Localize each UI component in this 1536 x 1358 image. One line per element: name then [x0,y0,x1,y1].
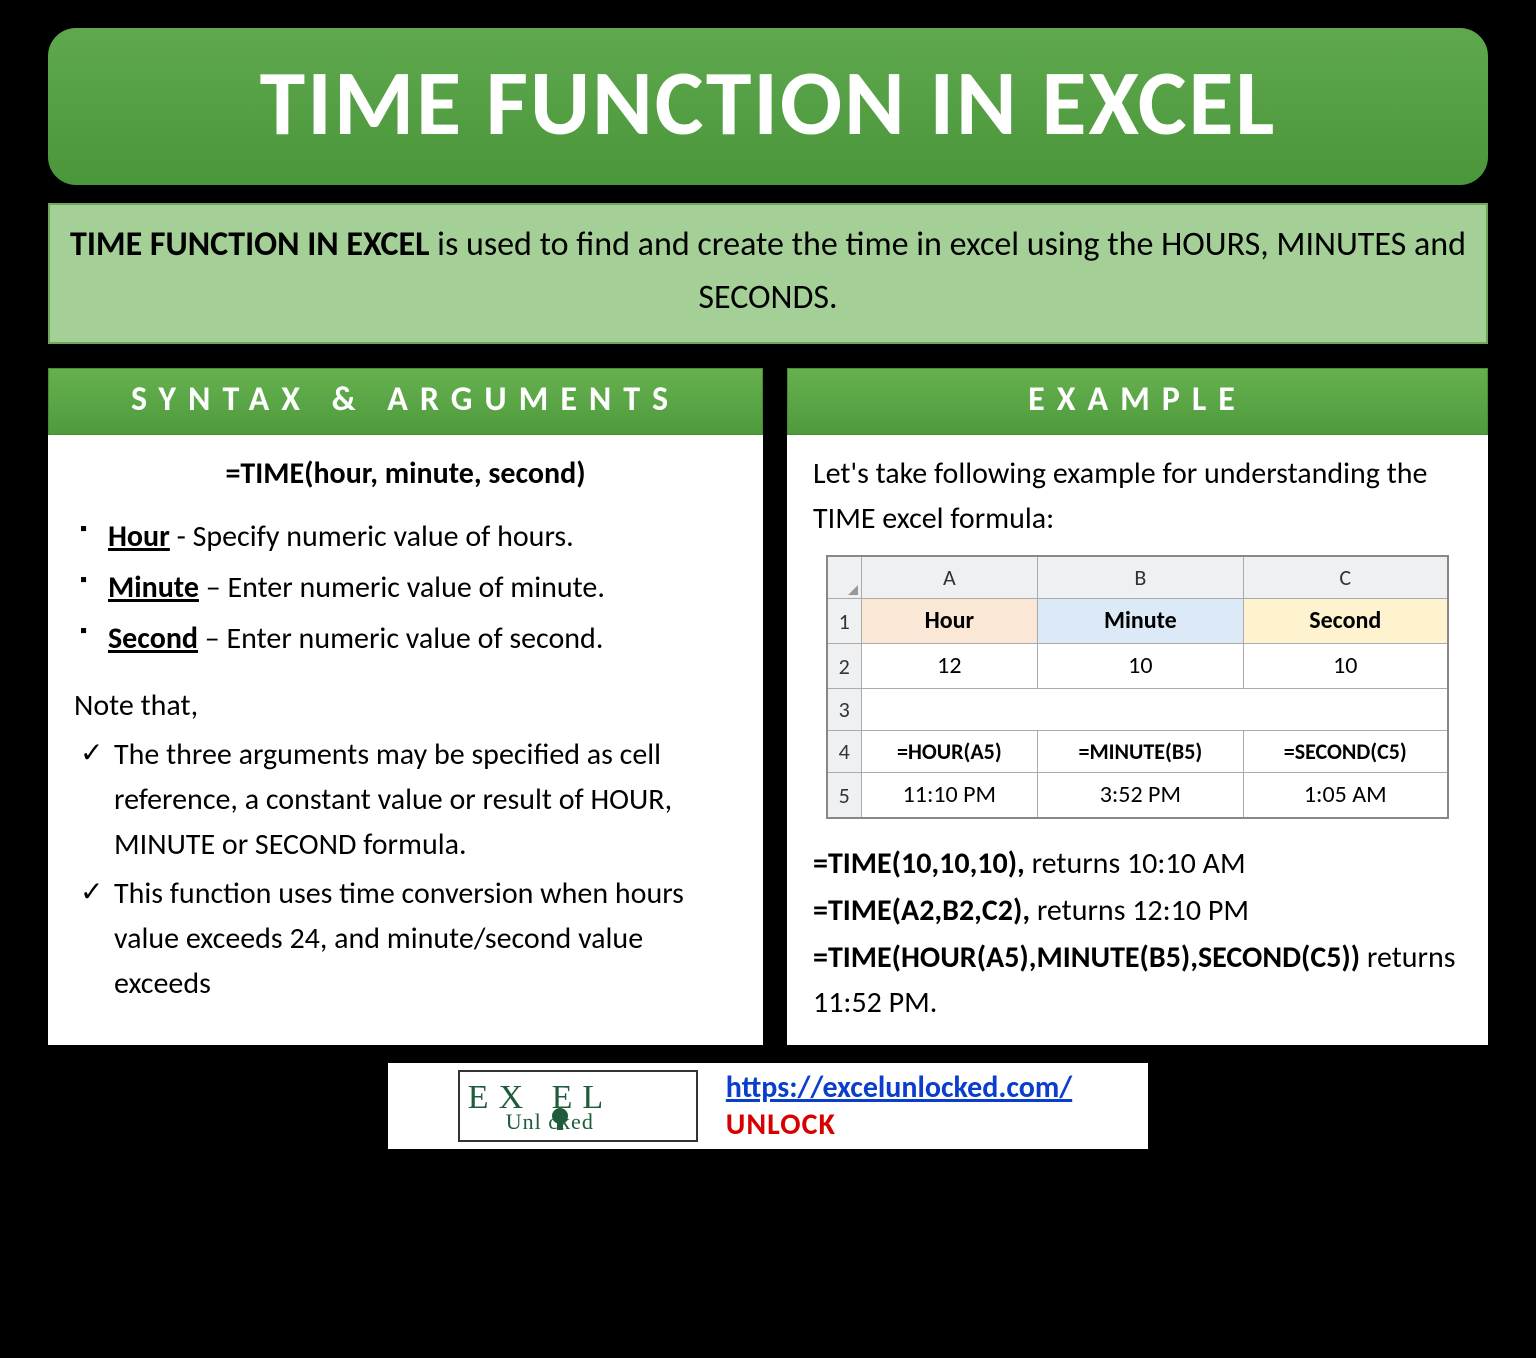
page-title: TIME FUNCTION IN EXCEL [58,46,1478,159]
row-header-3: 3 [827,689,861,731]
row-header-1: 1 [827,599,861,644]
note-1: The three arguments may be specified as … [74,732,737,867]
cell-c2: 10 [1243,644,1448,689]
cell-c1: Second [1243,599,1448,644]
example-body: Let's take following example for underst… [787,435,1488,1045]
cell-b5: 3:52 PM [1038,773,1243,819]
cell-b1: Minute [1038,599,1243,644]
col-header-c: C [1243,556,1448,599]
notes-list: The three arguments may be specified as … [74,732,737,1006]
arg-hour: Hour - Specify numeric value of hours. [74,514,737,559]
unlock-label: UNLOCK [726,1106,836,1143]
col-header-a: A [861,556,1038,599]
arg-second-name: Second [108,620,198,657]
footer-text: https://excelunlocked.com/ UNLOCK [726,1069,1072,1143]
cell-a2: 12 [861,644,1038,689]
row-header-4: 4 [827,731,861,773]
example-table: A B C 1 Hour Minute Second 2 12 10 10 [826,555,1449,819]
cell-a5: 11:10 PM [861,773,1038,819]
cell-a1: Hour [861,599,1038,644]
cell-b4: =MINUTE(B5) [1038,731,1243,773]
result-1-rest: returns 10:10 AM [1025,845,1246,882]
result-3: =TIME(HOUR(A5),MINUTE(B5),SECOND(C5)) re… [813,935,1462,1025]
arg-hour-sep: - [170,518,193,555]
result-3-bold: =TIME(HOUR(A5),MINUTE(B5),SECOND(C5)) [813,939,1360,976]
arg-minute-sep: – [199,569,228,606]
logo: EX EL Unl cked [458,1070,698,1142]
logo-line1: EX EL [468,1081,688,1115]
row-header-5: 5 [827,773,861,819]
result-1: =TIME(10,10,10), returns 10:10 AM [813,841,1462,886]
cell-b2: 10 [1038,644,1243,689]
content-columns: SYNTAX & ARGUMENTS =TIME(hour, minute, s… [48,368,1488,1045]
cell-row3-blank [861,689,1448,731]
title-banner: TIME FUNCTION IN EXCEL [48,28,1488,185]
arg-second: Second – Enter numeric value of second. [74,616,737,661]
example-intro: Let's take following example for underst… [813,451,1462,541]
arg-minute-name: Minute [108,569,199,606]
description-lead: TIME FUNCTION IN EXCEL [70,224,429,265]
argument-list: Hour - Specify numeric value of hours. M… [74,514,737,661]
example-header: EXAMPLE [787,368,1488,435]
result-2-bold: =TIME(A2,B2,C2), [813,892,1030,929]
result-1-bold: =TIME(10,10,10), [813,845,1025,882]
example-results: =TIME(10,10,10), returns 10:10 AM =TIME(… [813,841,1462,1025]
result-2: =TIME(A2,B2,C2), returns 12:10 PM [813,888,1462,933]
arg-minute: Minute – Enter numeric value of minute. [74,565,737,610]
arg-minute-desc: Enter numeric value of minute. [227,569,604,606]
result-2-rest: returns 12:10 PM [1030,892,1249,929]
row-header-2: 2 [827,644,861,689]
arg-second-desc: Enter numeric value of second. [227,620,604,657]
description-rest: is used to find and create the time in e… [429,224,1466,318]
site-link[interactable]: https://excelunlocked.com/ [726,1069,1072,1106]
table-corner [827,556,861,599]
cell-a4: =HOUR(A5) [861,731,1038,773]
note-2: This function uses time conversion when … [74,871,737,1006]
footer: EX EL Unl cked https://excelunlocked.com… [388,1063,1148,1149]
syntax-formula: =TIME(hour, minute, second) [74,451,737,496]
cell-c4: =SECOND(C5) [1243,731,1448,773]
col-header-b: B [1038,556,1243,599]
example-column: EXAMPLE Let's take following example for… [787,368,1488,1045]
cell-c5: 1:05 AM [1243,773,1448,819]
arg-hour-name: Hour [108,518,170,555]
description-banner: TIME FUNCTION IN EXCEL is used to find a… [48,203,1488,344]
note-label: Note that, [74,683,737,728]
syntax-body: =TIME(hour, minute, second) Hour - Speci… [48,435,763,1045]
syntax-column: SYNTAX & ARGUMENTS =TIME(hour, minute, s… [48,368,763,1045]
arg-second-sep: – [198,620,227,657]
syntax-header: SYNTAX & ARGUMENTS [48,368,763,435]
arg-hour-desc: Specify numeric value of hours. [193,518,574,555]
